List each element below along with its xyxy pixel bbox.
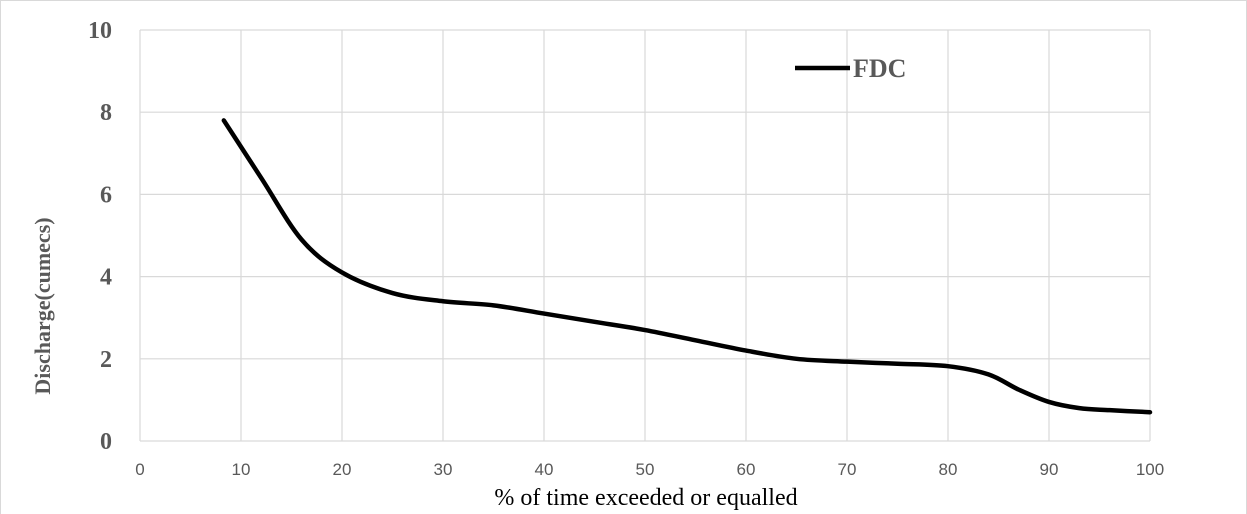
x-tick-label: 30 [434,460,453,479]
x-tick-label: 70 [838,460,857,479]
x-tick-label: 20 [333,460,352,479]
x-tick-label: 10 [232,460,251,479]
x-tick-label: 50 [636,460,655,479]
x-tick-label: 90 [1040,460,1059,479]
x-tick-label: 0 [135,460,144,479]
y-tick-label: 6 [100,182,112,208]
y-tick-label: 2 [100,347,112,373]
y-axis-ticks: 0 2 4 6 8 10 [88,18,112,455]
gridlines [139,29,1151,442]
y-axis-label: Discharge(cumecs) [30,217,55,394]
y-tick-label: 8 [100,100,112,126]
series-line-fdc [221,118,1153,415]
y-tick-label: 10 [88,18,112,44]
x-tick-label: 100 [1136,460,1164,479]
x-tick-label: 80 [939,460,958,479]
legend-label-fdc: FDC [853,54,906,83]
x-tick-label: 40 [535,460,554,479]
x-axis-ticks: 0 10 20 30 40 50 60 70 80 90 100 [135,460,1164,479]
x-axis-label: % of time exceeded or equalled [494,485,797,511]
x-tick-label: 60 [737,460,756,479]
y-tick-label: 0 [100,429,112,455]
y-tick-label: 4 [100,265,112,291]
legend: FDC [795,54,906,83]
